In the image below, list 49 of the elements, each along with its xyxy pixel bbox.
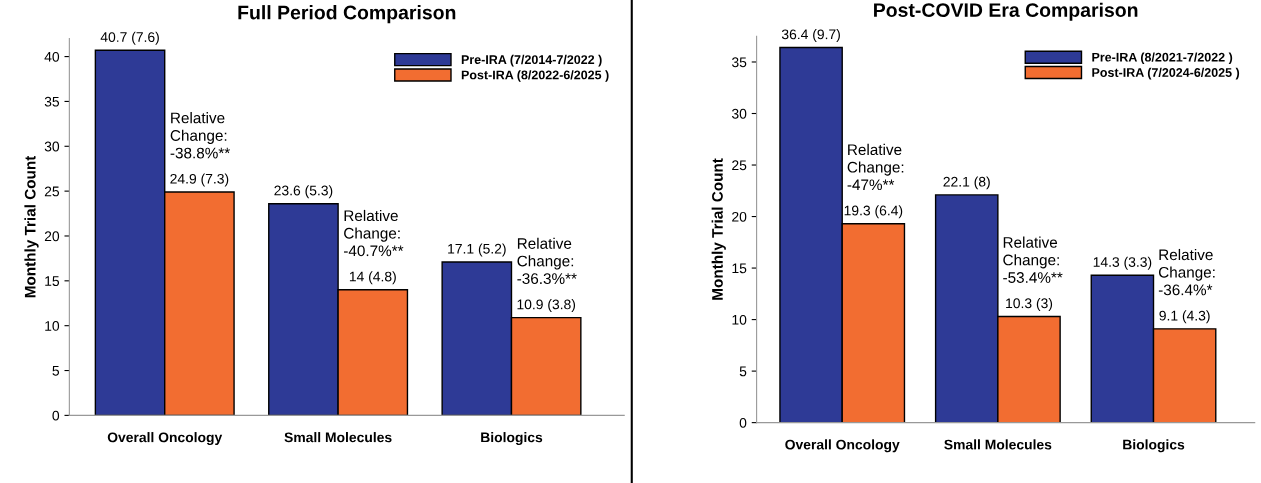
data-label: 10.3 (3) <box>1006 297 1053 311</box>
y-tick-label: 0 <box>739 417 747 428</box>
x-tick-label: Biologics <box>481 432 543 446</box>
data-label: 9.1 (4.3) <box>1159 310 1210 324</box>
data-label: 17.1 (5.2) <box>448 243 506 257</box>
data-label: 22.1 (8) <box>943 176 990 190</box>
y-tick-label: 15 <box>732 263 747 274</box>
annotation: Relative Change: -36.4%* <box>1158 248 1215 296</box>
data-label: 14 (4.8) <box>349 271 396 285</box>
x-tick-label: Overall Oncology <box>785 439 900 453</box>
y-tick-label: 5 <box>52 366 60 376</box>
x-tick-label: Small Molecules <box>944 439 1052 450</box>
annotation: Relative Change: -53.4%** <box>1003 236 1063 283</box>
data-label: 14.3 (3.3) <box>1093 256 1152 270</box>
legend-label: Post-IRA (7/2024-6/2025 ) <box>1092 67 1240 80</box>
y-tick-label: 10 <box>45 321 60 331</box>
data-label: 24.9 (7.3) <box>170 173 229 187</box>
y-tick-label: 10 <box>732 314 747 325</box>
legend-label: Pre-IRA (8/2021-7/2022 ) <box>1092 52 1233 65</box>
x-tick-label: Overall Oncology <box>107 432 223 446</box>
y-tick-label: 20 <box>732 211 747 222</box>
y-axis-title: Monthly Trial Count <box>24 155 39 298</box>
y-tick-label: 30 <box>731 108 747 119</box>
y-tick-label: 35 <box>731 57 747 68</box>
y-tick-label: 20 <box>44 231 60 242</box>
y-tick-label: 40 <box>44 51 60 62</box>
y-axis-title: Monthly Trial Count <box>711 158 726 300</box>
data-label: 23.6 (5.3) <box>274 185 333 199</box>
legend-label: Pre-IRA (7/2014-7/2022 ) <box>461 54 602 67</box>
chart-title: Full Period Comparison <box>238 5 456 24</box>
y-tick-label: 0 <box>52 410 60 421</box>
annotation: Relative Change: -36.3%** <box>517 237 577 285</box>
annotation: Relative Change: -47%** <box>847 143 904 191</box>
annotation: Relative Change: -40.7%** <box>343 209 404 257</box>
data-label: 36.4 (9.7) <box>781 29 840 42</box>
x-tick-label: Biologics <box>1123 439 1185 453</box>
y-tick-label: 5 <box>739 366 747 377</box>
chart-title: Post-COVID Era Comparison <box>874 2 1138 21</box>
y-tick-label: 25 <box>732 160 747 171</box>
y-tick-label: 30 <box>44 141 60 152</box>
legend-label: Post-IRA (8/2022-6/2025 ) <box>461 70 609 82</box>
x-tick-label: Small Molecules <box>284 432 392 443</box>
data-label: 10.9 (3.8) <box>517 299 576 313</box>
y-tick-label: 25 <box>44 186 60 197</box>
data-label: 19.3 (6.4) <box>844 205 903 219</box>
y-tick-label: 15 <box>45 276 60 286</box>
annotation: Relative Change: -38.8%** <box>170 112 230 159</box>
y-tick-label: 35 <box>44 96 60 107</box>
data-label: 40.7 (7.6) <box>100 31 159 45</box>
